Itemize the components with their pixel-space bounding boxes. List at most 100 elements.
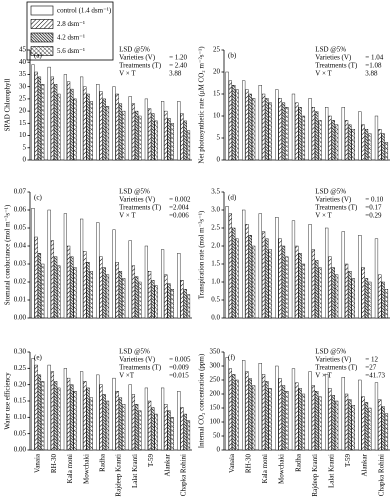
x-tick-label: Rajdeep Kranti: [311, 454, 319, 497]
bar: [102, 98, 106, 161]
bar: [298, 252, 302, 319]
y-tick-label: 100: [210, 418, 221, 426]
y-tick-label: 0.0: [211, 314, 220, 322]
bar: [89, 397, 93, 451]
bar: [128, 384, 132, 451]
legend-label: 4.2 dsm⁻¹: [57, 34, 85, 42]
bar: [164, 274, 168, 319]
bar: [341, 231, 345, 319]
y-tick-label: 30: [19, 82, 27, 90]
bar: [261, 93, 266, 161]
y-tick-label: 20: [213, 68, 221, 76]
lsd-value: 3.88: [169, 70, 182, 78]
legend-swatch: [30, 32, 54, 43]
bar: [268, 249, 272, 319]
lsd-term: Treatments (T): [119, 204, 162, 212]
y-tick-label: 0.02: [14, 278, 27, 286]
panel-label: (f): [228, 354, 236, 362]
y-tick-label: 25: [19, 94, 27, 102]
bar: [180, 113, 184, 161]
bar: [34, 236, 38, 319]
bar: [151, 113, 155, 161]
bar: [37, 374, 42, 451]
y-tick-label: 10: [213, 112, 221, 120]
bar: [295, 245, 299, 319]
bar: [291, 220, 296, 319]
bar: [252, 245, 256, 319]
legend-swatch: [30, 19, 54, 29]
x-tick-label: Mowchaki: [82, 454, 90, 484]
bar: [99, 256, 103, 319]
y-tick-label: 0.05: [14, 224, 27, 232]
lsd-term: Varieties (V): [119, 196, 156, 204]
bar: [47, 364, 51, 451]
bar: [70, 384, 74, 451]
y-tick-label: 0.15: [14, 397, 27, 405]
bar: [328, 388, 332, 451]
bar: [311, 385, 316, 451]
bar: [112, 86, 116, 161]
y-tick-label: 10: [19, 131, 27, 139]
x-tick-label: Radha: [99, 453, 107, 472]
bar: [311, 249, 316, 319]
bar: [99, 91, 103, 161]
bar: [96, 374, 100, 451]
bar: [54, 84, 58, 161]
bar: [278, 378, 282, 451]
bar: [228, 368, 233, 451]
lsd-value: = 2.40: [169, 62, 187, 70]
bar: [102, 267, 106, 319]
bar: [41, 84, 45, 161]
x-tick-label: Lalat Kranti: [131, 454, 139, 488]
y-tick-label: 5: [217, 134, 221, 142]
lsd-term: V × T: [315, 372, 332, 380]
bar: [235, 379, 239, 451]
y-tick-label: 1.5: [211, 260, 220, 268]
panel-label: (e): [34, 354, 42, 362]
bar: [364, 128, 369, 161]
bar: [170, 289, 174, 319]
bar: [89, 101, 93, 161]
x-tick-label: Chapka Rohini: [377, 454, 385, 496]
bar: [41, 381, 45, 451]
bar: [245, 224, 249, 319]
bar: [128, 240, 132, 319]
bar: [258, 213, 262, 319]
lsd-title: LSD @5%: [315, 348, 346, 356]
bar: [161, 101, 165, 161]
bar: [232, 84, 236, 161]
bar: [341, 377, 345, 451]
bar: [315, 111, 319, 161]
y-tick-label: 0.10: [14, 413, 27, 421]
x-tick-label: Lalat Kranti: [328, 454, 336, 488]
bar: [378, 399, 382, 451]
lsd-term: Varieties (V): [119, 356, 156, 364]
bar: [135, 276, 139, 319]
bar: [186, 294, 191, 319]
bar: [384, 142, 389, 161]
bar: [348, 271, 352, 319]
bar: [122, 278, 126, 319]
bar: [252, 385, 256, 451]
bar: [183, 413, 187, 451]
bar: [225, 71, 229, 161]
bar: [57, 265, 61, 319]
bar: [115, 262, 119, 319]
bar: [73, 98, 77, 161]
y-tick-label: 2.5: [211, 224, 220, 232]
bar: [265, 381, 269, 451]
lsd-title: LSD @5%: [315, 188, 346, 196]
bar: [374, 115, 379, 161]
bar: [248, 378, 252, 451]
lsd-value: 3.88: [365, 70, 378, 78]
lsd-term: Varieties (V): [315, 356, 352, 364]
bar: [381, 281, 385, 319]
y-axis-label: Stomatal conductance (mol m⁻²s⁻¹): [4, 204, 12, 305]
y-tick-label: 0.00: [14, 446, 27, 454]
y-tick-label: 3.0: [211, 206, 220, 214]
bar: [384, 289, 389, 319]
bar: [348, 124, 352, 161]
lsd-value: = 0.10: [365, 196, 383, 204]
bar: [242, 209, 246, 319]
bar: [344, 393, 349, 451]
